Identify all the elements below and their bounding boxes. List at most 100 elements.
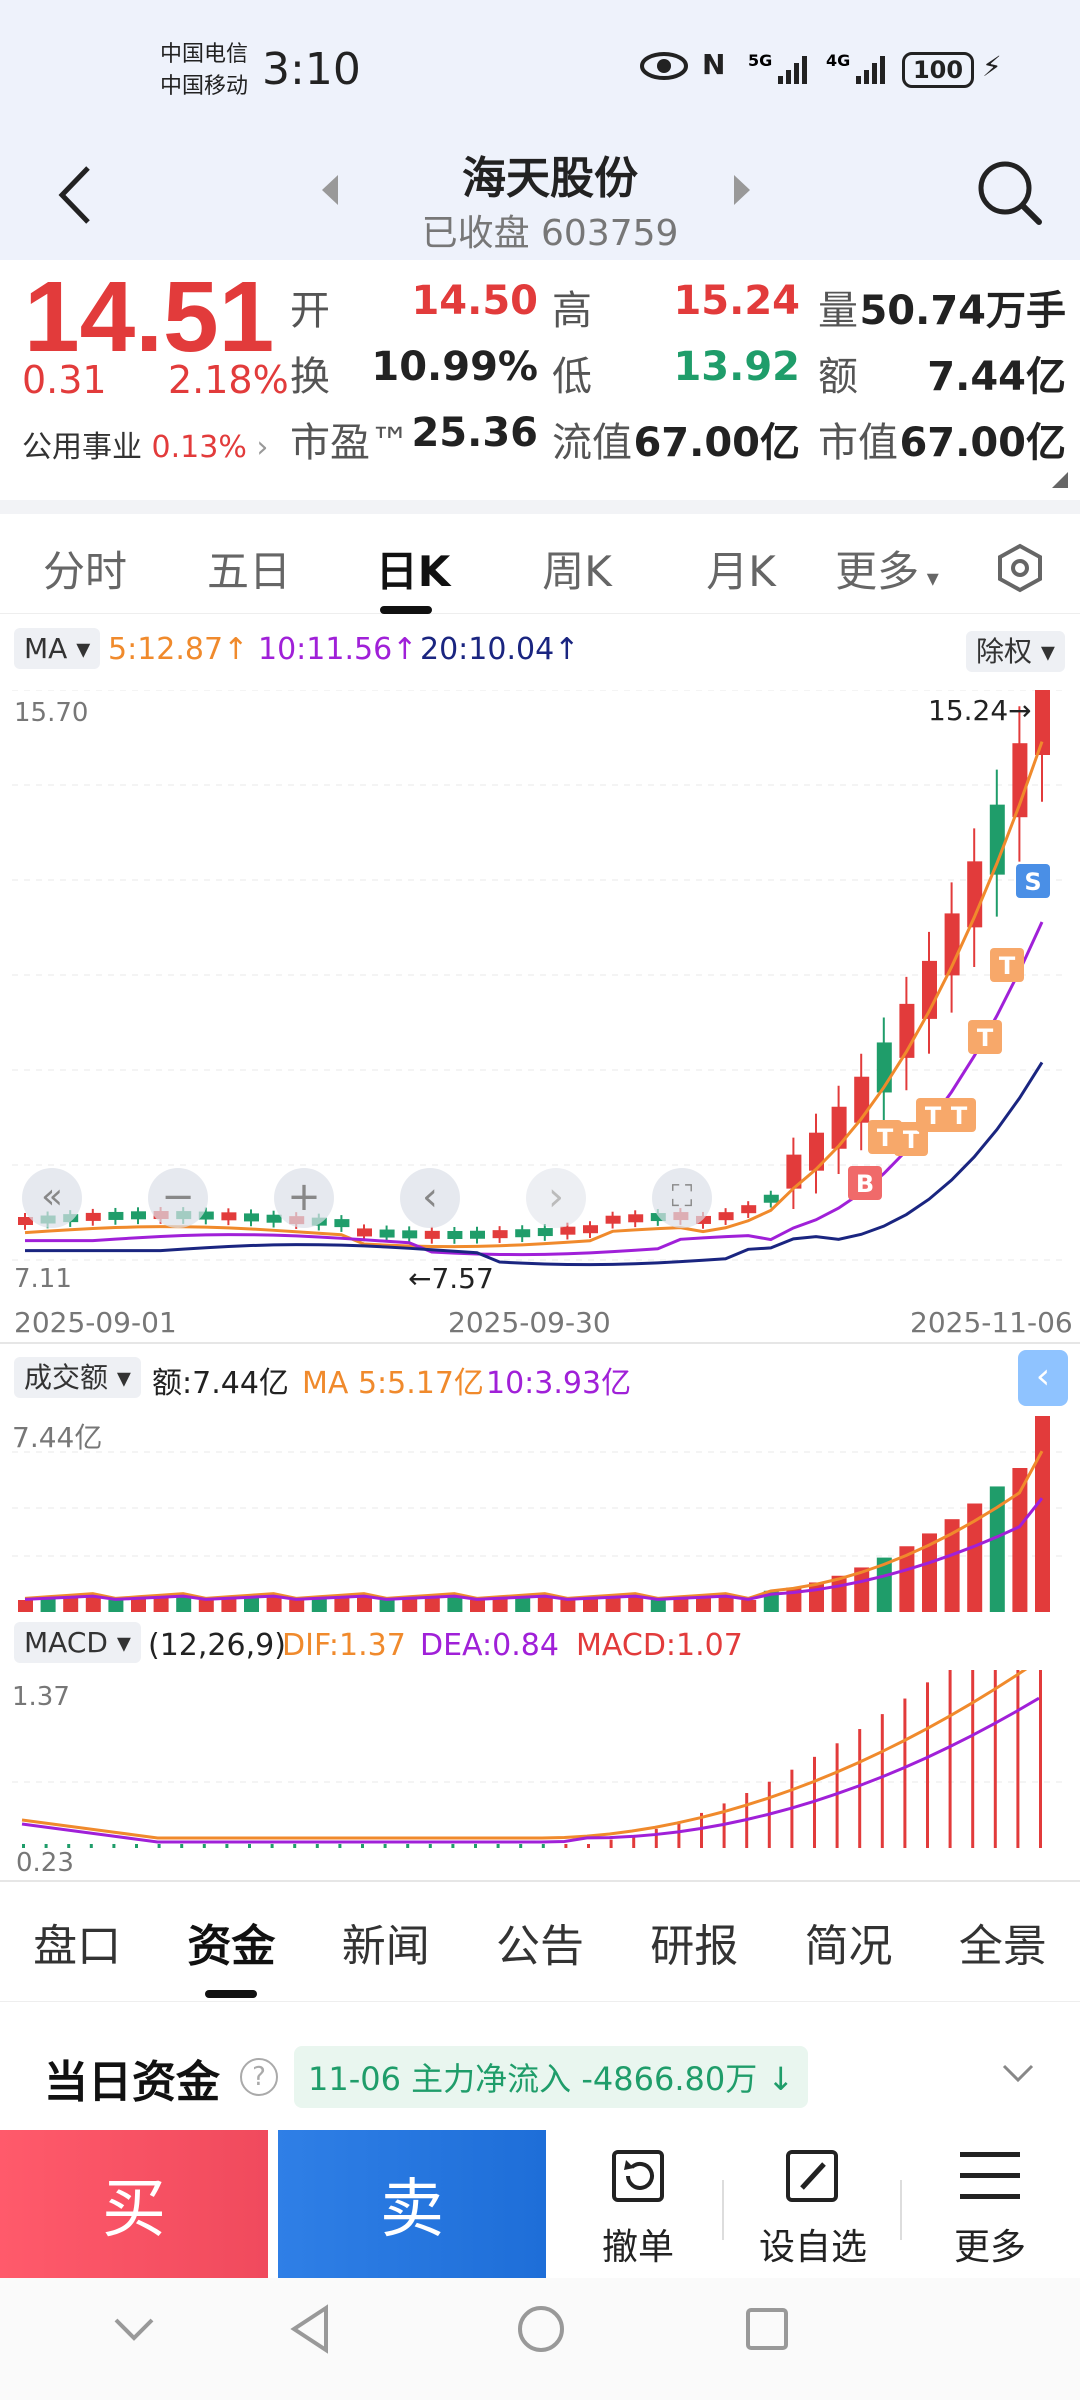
quote-panel: 14.51 0.31 2.18% 公用事业 0.13% › 开 14.50 高 15.… bbox=[0, 260, 1080, 500]
sell-button[interactable]: 卖 bbox=[278, 2130, 546, 2278]
t-signal-marker bbox=[916, 1098, 950, 1132]
volume-ma10-line bbox=[24, 1497, 1044, 1601]
kline-chart[interactable]: BST TT TTT bbox=[0, 690, 1080, 1350]
macd-bar bbox=[44, 1844, 48, 1848]
sector-link[interactable]: 公用事业 0.13% › bbox=[22, 422, 268, 466]
zoom-in-button[interactable]: + bbox=[274, 1168, 334, 1228]
ma20-line bbox=[25, 1061, 1044, 1267]
rewind-button[interactable]: « bbox=[22, 1168, 82, 1228]
t-signal-marker-text: T bbox=[925, 1102, 942, 1130]
macd-dea-line bbox=[21, 1696, 1040, 1844]
tab-5[interactable]: 更多 ▾ bbox=[822, 538, 952, 599]
tab-0[interactable]: 分时 bbox=[20, 538, 150, 599]
volume-bar bbox=[18, 1600, 33, 1612]
volume-selector[interactable]: 成交额 ▾ bbox=[14, 1356, 141, 1398]
info-tab-5[interactable]: 简况 bbox=[804, 1921, 893, 1972]
macd-bar bbox=[700, 1812, 703, 1848]
candle-body bbox=[831, 1106, 847, 1149]
prev-stock-button[interactable] bbox=[318, 170, 342, 214]
macd-bar bbox=[1016, 1670, 1020, 1848]
ma5-value: 5:12.87↑ bbox=[108, 632, 249, 667]
macd-bar bbox=[270, 1844, 274, 1848]
macd-chart[interactable] bbox=[0, 1670, 1080, 1882]
next-stock-button[interactable] bbox=[730, 170, 754, 214]
back-button[interactable] bbox=[50, 160, 100, 234]
macd-selector[interactable]: MACD ▾ bbox=[14, 1622, 141, 1663]
tab-1[interactable]: 五日 bbox=[184, 538, 314, 599]
stat-value: 67.00亿 bbox=[899, 420, 1066, 466]
info-tab-4[interactable]: 研报 bbox=[650, 1921, 739, 1972]
chart-settings-icon[interactable] bbox=[994, 542, 1046, 598]
add-watchlist-button[interactable]: 设自选 bbox=[748, 2140, 878, 2270]
candle-body bbox=[605, 1215, 621, 1224]
volume-amount: 额:7.44亿 bbox=[152, 1366, 289, 1401]
volume-chart[interactable] bbox=[0, 1406, 1080, 1612]
info-tab-6[interactable]: 全景 bbox=[958, 1921, 1047, 1972]
info-tab-0[interactable]: 盘口 bbox=[33, 1921, 122, 1972]
tab-4[interactable]: 月K bbox=[676, 538, 806, 599]
cancel-order-button[interactable]: 撤单 bbox=[578, 2140, 698, 2270]
macd-ymin-label: 0.23 bbox=[16, 1848, 74, 1878]
scroll-right-button[interactable]: › bbox=[526, 1168, 586, 1228]
nav-home-icon[interactable] bbox=[516, 2304, 566, 2358]
ma-selector-label: MA ▾ bbox=[14, 628, 101, 669]
fund-title: 当日资金 bbox=[44, 2057, 220, 2108]
volume-bar bbox=[944, 1519, 960, 1612]
tab-label: 月K bbox=[706, 547, 776, 596]
nav-recents-icon[interactable] bbox=[744, 2306, 790, 2356]
info-tab-2[interactable]: 新闻 bbox=[341, 1921, 430, 1972]
info-tab-3[interactable]: 公告 bbox=[495, 1921, 584, 1972]
candle-body bbox=[357, 1228, 372, 1237]
fund-flow-badge: 11-06 主力净流入 -4866.80万 ↓ bbox=[294, 2046, 809, 2108]
candle-body bbox=[334, 1219, 350, 1228]
t-signal-marker bbox=[968, 1020, 1002, 1054]
zoom-out-button[interactable]: − bbox=[148, 1168, 208, 1228]
nav-back-icon[interactable] bbox=[288, 2304, 332, 2358]
candle-body bbox=[989, 804, 1005, 875]
divider bbox=[0, 1342, 1080, 1344]
volume-bar bbox=[560, 1600, 576, 1612]
stat-value: 14.50 bbox=[411, 278, 538, 324]
candle-body bbox=[537, 1228, 553, 1237]
sector-name: 公用事业 bbox=[22, 430, 142, 465]
buy-button[interactable]: 买 bbox=[0, 2130, 268, 2278]
collapse-panel-button[interactable]: ‹ bbox=[1018, 1350, 1068, 1406]
macd-bar bbox=[880, 1714, 884, 1848]
search-icon[interactable] bbox=[975, 158, 1045, 232]
candle-body bbox=[492, 1230, 508, 1239]
volume-bar bbox=[311, 1598, 327, 1612]
help-icon[interactable]: ? bbox=[240, 2058, 278, 2096]
fullscreen-button[interactable]: ⛶ bbox=[652, 1168, 712, 1228]
date-label-end: 2025-11-06 bbox=[910, 1306, 1073, 1339]
tab-3[interactable]: 周K bbox=[512, 538, 642, 599]
buy-signal-marker bbox=[848, 1166, 882, 1200]
macd-bar bbox=[654, 1828, 658, 1848]
more-actions-button[interactable]: 更多 bbox=[930, 2140, 1050, 2270]
volume-bar bbox=[244, 1596, 259, 1612]
volume-selector-label: 成交额 ▾ bbox=[14, 1357, 141, 1398]
stat-label: 流值 bbox=[552, 420, 632, 466]
price-change: 0.31 bbox=[22, 358, 107, 402]
nav-down-icon[interactable] bbox=[112, 2314, 156, 2348]
carrier-1: 中国电信 bbox=[160, 42, 249, 67]
cancel-order-label: 撤单 bbox=[601, 2227, 674, 2268]
macd-bar bbox=[451, 1844, 455, 1848]
stock-status: 已收盘 603759 bbox=[421, 213, 679, 254]
macd-bar bbox=[632, 1834, 636, 1848]
expand-corner-icon[interactable] bbox=[1052, 472, 1068, 492]
macd-bar bbox=[67, 1844, 71, 1848]
adjust-selector[interactable]: 除权 ▾ bbox=[966, 630, 1065, 672]
info-tab-1[interactable]: 资金 bbox=[187, 1921, 276, 1972]
scroll-left-button[interactable]: ‹ bbox=[400, 1168, 460, 1228]
ma-selector[interactable]: MA ▾ bbox=[14, 628, 101, 674]
edit-icon bbox=[782, 2146, 842, 2210]
candle-body bbox=[718, 1212, 734, 1221]
tab-2[interactable]: 日K bbox=[348, 538, 478, 599]
volume-bar bbox=[922, 1533, 937, 1612]
expand-chevron-icon[interactable] bbox=[998, 2052, 1038, 2096]
adjust-label: 除权 ▾ bbox=[966, 631, 1065, 672]
t-signal-marker-text: T bbox=[877, 1124, 894, 1152]
volume-bar bbox=[221, 1598, 237, 1612]
date-label-start: 2025-09-01 bbox=[14, 1306, 177, 1339]
t-signal-marker-text: T bbox=[903, 1126, 920, 1154]
